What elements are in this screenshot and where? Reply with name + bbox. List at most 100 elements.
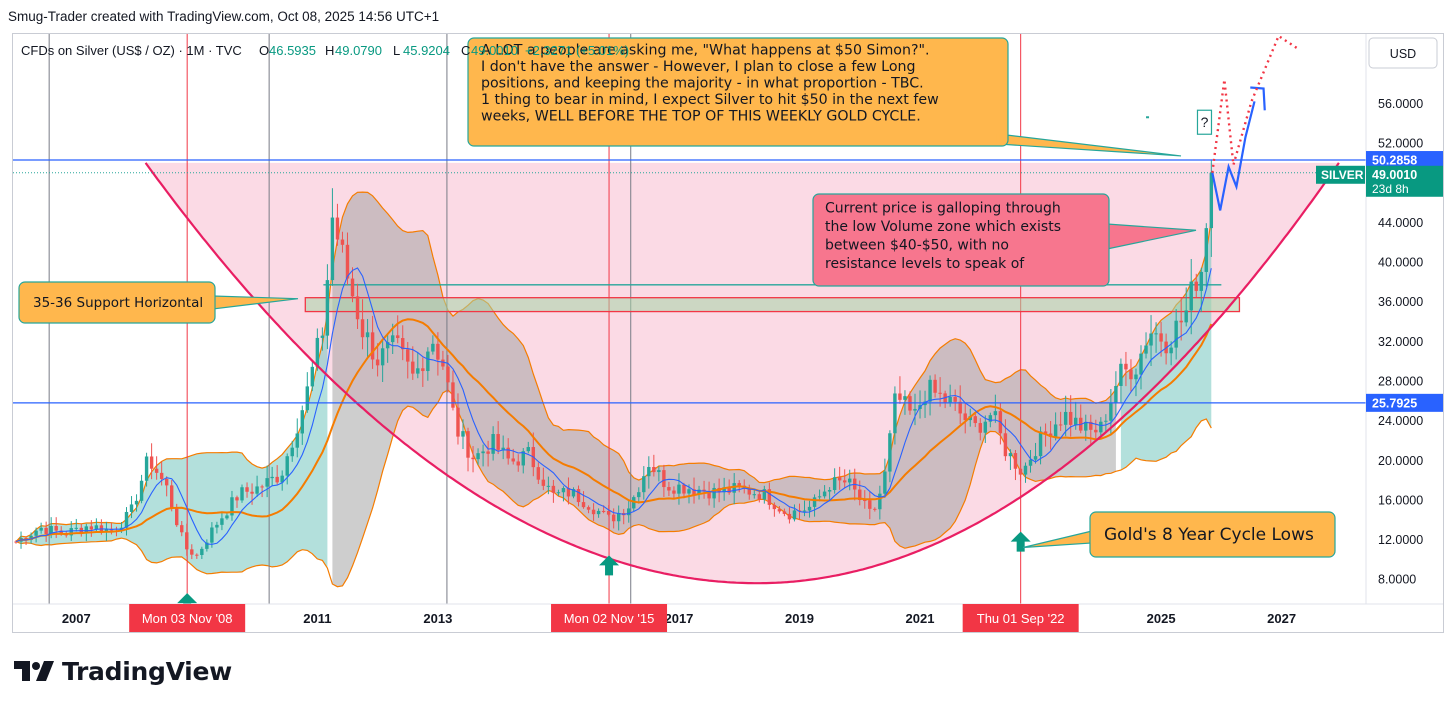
candle <box>360 319 365 338</box>
candle <box>1139 353 1143 375</box>
candle <box>375 359 380 366</box>
candle <box>777 509 782 512</box>
candle <box>1159 333 1163 342</box>
price-note-callout-box <box>812 193 1110 287</box>
candle <box>69 528 73 536</box>
candle <box>285 456 289 476</box>
candle <box>456 407 460 437</box>
main-note-callout: A LOT a people are asking me, "What happ… <box>467 37 1182 157</box>
level-tag-text: 50.2858 <box>1372 154 1417 168</box>
candle <box>451 382 455 408</box>
candle <box>546 485 551 487</box>
time-tick-label: 2027 <box>1267 611 1296 626</box>
candle <box>1094 429 1098 433</box>
candle <box>275 476 279 483</box>
price-tick-label: 28.0000 <box>1378 374 1423 388</box>
price-tick-label: 16.0000 <box>1378 493 1423 507</box>
price-tick-label: 32.0000 <box>1378 335 1423 349</box>
candle <box>571 489 576 497</box>
candle <box>647 467 651 477</box>
candle <box>576 489 581 503</box>
candle <box>913 408 917 411</box>
candle <box>411 361 415 374</box>
candle <box>812 497 817 507</box>
candle <box>662 470 666 488</box>
candle <box>175 507 179 526</box>
candle <box>782 511 787 514</box>
legend-l-value: 45.9204 <box>403 43 450 58</box>
candle <box>948 396 952 403</box>
price-tick-label: 8.0000 <box>1378 573 1416 587</box>
candle <box>315 337 320 367</box>
cycle-low-date-tag <box>962 604 1079 632</box>
cycle-lows-callout: Gold's 8 Year Cycle Lows <box>1022 511 1336 558</box>
candle <box>687 489 691 494</box>
candle <box>1129 369 1133 380</box>
candle <box>566 488 571 497</box>
support-zone-35-36 <box>304 297 1241 313</box>
candle <box>385 342 390 349</box>
candle <box>1109 402 1113 421</box>
candle <box>1119 363 1123 386</box>
candle <box>180 525 184 533</box>
candle <box>707 491 711 499</box>
legend-h-label: H <box>325 43 334 58</box>
candle <box>847 478 852 483</box>
candle <box>837 477 842 481</box>
candle <box>1099 421 1103 433</box>
candle <box>767 489 772 505</box>
candle <box>536 467 541 480</box>
candle <box>737 483 741 486</box>
candle <box>953 396 957 402</box>
candle <box>280 475 284 483</box>
candle <box>938 392 942 394</box>
candle <box>335 217 340 240</box>
candle <box>39 527 43 531</box>
price-tick-label: 40.0000 <box>1378 256 1423 270</box>
candle <box>1194 281 1198 291</box>
candle <box>94 525 99 530</box>
price-tick-label: 44.0000 <box>1378 216 1423 230</box>
symbol-tag <box>1316 165 1365 184</box>
price-tick-label: 56.0000 <box>1378 97 1423 111</box>
candle <box>787 513 792 520</box>
candle <box>471 457 475 460</box>
price-note-callout-line: between $40-$50, with no <box>825 238 1009 254</box>
candle <box>481 451 485 454</box>
candle <box>436 343 440 360</box>
candle <box>832 477 837 491</box>
candle <box>190 549 194 555</box>
legend-c-label: C <box>461 43 470 58</box>
candle <box>511 458 515 462</box>
candle <box>365 332 370 338</box>
candle <box>380 348 385 366</box>
candle <box>551 485 556 493</box>
projection-red-dotted <box>1211 34 1298 173</box>
candle <box>1189 281 1193 311</box>
tradingview-wordmark: TradingView <box>62 656 232 686</box>
candle <box>868 500 872 509</box>
candle <box>842 480 847 483</box>
legend-symbol: CFDs on Silver (US$ / OZ) · 1M · TVC <box>21 43 242 58</box>
candle <box>792 510 797 520</box>
candle <box>355 296 360 320</box>
chart-frame[interactable]: ? A LOT a people are asking me, "What ha… <box>12 33 1444 633</box>
candle <box>1043 431 1048 434</box>
candle <box>601 510 606 512</box>
candle <box>310 366 315 387</box>
candle <box>270 476 274 479</box>
cycle-lows-callout-pointer <box>1022 530 1093 549</box>
candle <box>1074 417 1078 425</box>
candle <box>185 532 189 550</box>
tradingview-logo[interactable]: TradingView <box>14 654 232 688</box>
candle <box>320 335 325 338</box>
candle <box>496 434 500 450</box>
currency-button[interactable] <box>1368 37 1438 69</box>
candle <box>526 447 530 452</box>
silver-chart[interactable]: ? A LOT a people are asking me, "What ha… <box>13 34 1443 632</box>
candle <box>1008 453 1013 457</box>
candle <box>1199 271 1203 291</box>
candle <box>978 423 983 433</box>
time-tick-label: 2013 <box>423 611 452 626</box>
level-tag-text: 25.7925 <box>1372 396 1417 410</box>
